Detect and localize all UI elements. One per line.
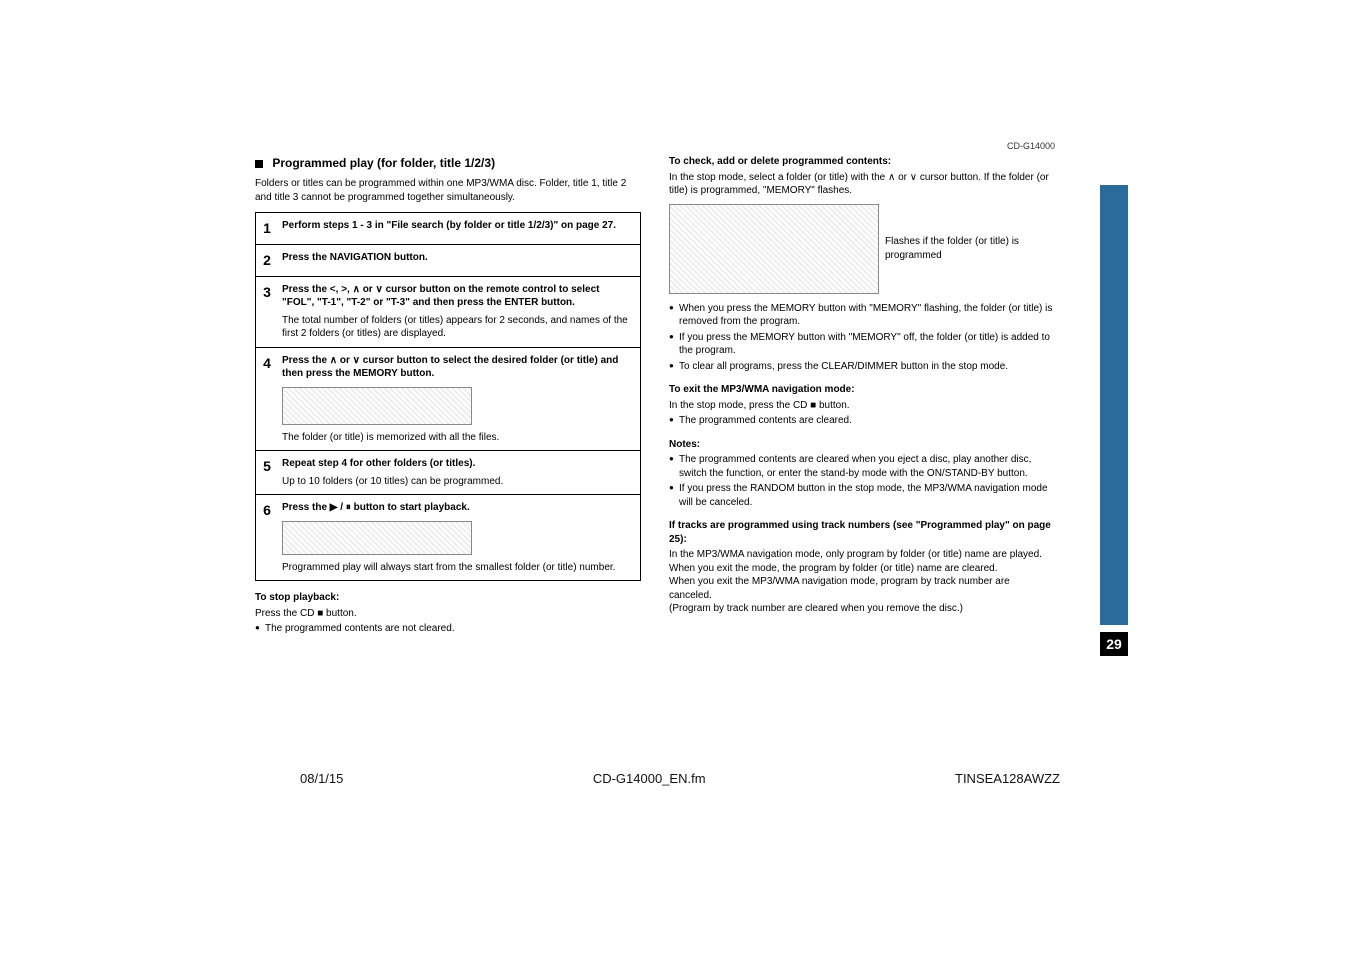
notes-heading: Notes: <box>669 438 1055 452</box>
stop-playback-line: Press the CD ■ button. <box>255 607 641 621</box>
side-tab-label: CD or MP3/WMA disc Playback <box>1150 180 1170 610</box>
check-body: In the stop mode, select a folder (or ti… <box>669 171 1055 198</box>
step-number: 1 <box>256 213 278 244</box>
step-bold: Perform steps 1 - 3 in "File search (by … <box>282 220 616 231</box>
step-number: 4 <box>256 348 278 451</box>
stop-playback-heading: To stop playback: <box>255 591 641 605</box>
if-tracks-heading: If tracks are programmed using track num… <box>669 519 1055 546</box>
table-row: 5 Repeat step 4 for other folders (or ti… <box>256 451 640 495</box>
step-body: Perform steps 1 - 3 in "File search (by … <box>278 213 640 244</box>
exit-bullets: The programmed contents are cleared. <box>669 414 1055 428</box>
if-body-1: In the MP3/WMA navigation mode, only pro… <box>669 548 1055 575</box>
side-tab-bg <box>1100 185 1128 625</box>
exit-heading: To exit the MP3/WMA navigation mode: <box>669 383 1055 397</box>
step-body: Press the ▶ / ⏸ button to start playback… <box>278 495 640 580</box>
if-body-3: (Program by track number are cleared whe… <box>669 602 1055 616</box>
step-extra: The total number of folders (or titles) … <box>282 314 632 341</box>
step-bold: Press the ▶ / ⏸ button to start playback… <box>282 502 470 513</box>
footer-filename: CD-G14000_EN.fm <box>593 770 706 788</box>
step-number: 6 <box>256 495 278 580</box>
step-extra: Programmed play will always start from t… <box>282 561 632 575</box>
footer: 08/1/15 CD-G14000_EN.fm TINSEA128AWZZ <box>300 770 1060 788</box>
lcd-display-diagram <box>669 204 879 294</box>
table-row: 2 Press the NAVIGATION button. <box>256 245 640 277</box>
left-intro: Folders or titles can be programmed with… <box>255 177 641 204</box>
step-body: Press the ∧ or ∨ cursor button to select… <box>278 348 640 451</box>
lcd-display-diagram <box>282 387 472 425</box>
step-bold: Press the NAVIGATION button. <box>282 252 428 263</box>
step-extra: The folder (or title) is memorized with … <box>282 431 632 445</box>
if-body-2: When you exit the MP3/WMA navigation mod… <box>669 575 1055 602</box>
step-number: 5 <box>256 451 278 494</box>
footer-date: 08/1/15 <box>300 770 343 788</box>
step-body: Press the NAVIGATION button. <box>278 245 640 276</box>
stop-playback-bullets: The programmed contents are not cleared. <box>255 622 641 636</box>
step-bold: Press the ∧ or ∨ cursor button to select… <box>282 355 618 380</box>
step-bold: Press the <, >, ∧ or ∨ cursor button on … <box>282 284 599 309</box>
lcd-display-diagram <box>282 521 472 555</box>
list-item: If you press the MEMORY button with "MEM… <box>669 331 1055 358</box>
footer-code: TINSEA128AWZZ <box>955 770 1060 788</box>
step-body: Repeat step 4 for other folders (or titl… <box>278 451 640 494</box>
left-title-text: Programmed play (for folder, title 1/2/3… <box>272 156 495 170</box>
list-item: To clear all programs, press the CLEAR/D… <box>669 360 1055 374</box>
table-row: 6 Press the ▶ / ⏸ button to start playba… <box>256 495 640 580</box>
step-bold: Repeat step 4 for other folders (or titl… <box>282 458 475 469</box>
header-model-code: CD-G14000 <box>255 140 1055 152</box>
table-row: 4 Press the ∧ or ∨ cursor button to sele… <box>256 348 640 452</box>
list-item: When you press the MEMORY button with "M… <box>669 302 1055 329</box>
flash-caption: Flashes if the folder (or title) is prog… <box>885 235 1025 262</box>
list-item: If you press the RANDOM button in the st… <box>669 482 1055 509</box>
left-section-title: Programmed play (for folder, title 1/2/3… <box>255 155 641 171</box>
step-body: Press the <, >, ∧ or ∨ cursor button on … <box>278 277 640 347</box>
list-item: The programmed contents are cleared when… <box>669 453 1055 480</box>
page-content: Programmed play (for folder, title 1/2/3… <box>255 155 1055 642</box>
list-item: The programmed contents are cleared. <box>669 414 1055 428</box>
check-heading: To check, add or delete programmed conte… <box>669 155 1055 169</box>
square-bullet-icon <box>255 160 263 168</box>
left-column: Programmed play (for folder, title 1/2/3… <box>255 155 641 642</box>
right-column: To check, add or delete programmed conte… <box>669 155 1055 642</box>
notes-bullets: The programmed contents are cleared when… <box>669 453 1055 509</box>
table-row: 3 Press the <, >, ∧ or ∨ cursor button o… <box>256 277 640 348</box>
step-number: 2 <box>256 245 278 276</box>
page-number: 29 <box>1100 632 1128 656</box>
diagram-with-caption: Flashes if the folder (or title) is prog… <box>669 198 1055 300</box>
step-number: 3 <box>256 277 278 347</box>
list-item: The programmed contents are not cleared. <box>255 622 641 636</box>
step-extra: Up to 10 folders (or 10 titles) can be p… <box>282 475 632 489</box>
steps-table: 1 Perform steps 1 - 3 in "File search (b… <box>255 212 641 581</box>
check-bullets: When you press the MEMORY button with "M… <box>669 302 1055 374</box>
exit-line: In the stop mode, press the CD ■ button. <box>669 399 1055 413</box>
table-row: 1 Perform steps 1 - 3 in "File search (b… <box>256 213 640 245</box>
